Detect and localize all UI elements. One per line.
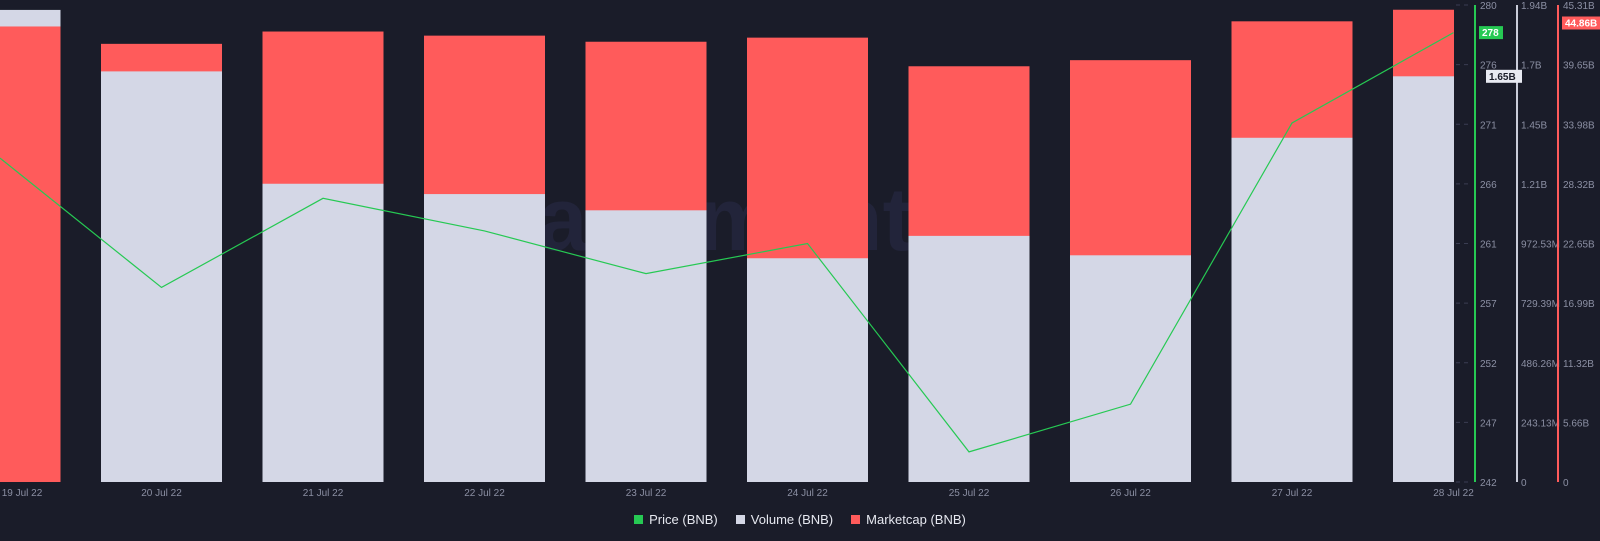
x-tick-label: 27 Jul 22 bbox=[1272, 488, 1313, 499]
volume-bar bbox=[424, 194, 545, 482]
volume-tick-label: 486.26M bbox=[1521, 359, 1560, 370]
volume-bar bbox=[585, 210, 707, 482]
volume-bar bbox=[101, 71, 222, 482]
marketcap-tick-label: 28.32B bbox=[1563, 180, 1595, 191]
volume-current-value: 1.65B bbox=[1489, 72, 1516, 83]
legend-price[interactable]: Price (BNB) bbox=[634, 512, 718, 527]
plot-area: santiment bbox=[0, 9, 1454, 482]
legend-marketcap-label: Marketcap (BNB) bbox=[866, 512, 966, 527]
price-tick-label: 242 bbox=[1480, 478, 1497, 489]
marketcap-tick-label: 33.98B bbox=[1563, 120, 1595, 131]
marketcap-swatch bbox=[851, 515, 861, 524]
volume-bar bbox=[1070, 255, 1191, 482]
volume-tick-label: 729.39M bbox=[1521, 299, 1560, 310]
marketcap-tick-label: 45.31B bbox=[1563, 1, 1595, 12]
volume-tick-label: 1.94B bbox=[1521, 1, 1547, 12]
volume-current-badge bbox=[1486, 69, 1522, 83]
price-tick-label: 257 bbox=[1480, 299, 1497, 310]
price-current-value: 278 bbox=[1482, 28, 1499, 39]
volume-bar bbox=[1393, 76, 1454, 482]
price-tick-label: 266 bbox=[1480, 180, 1497, 191]
volume-tick-label: 0 bbox=[1521, 478, 1527, 489]
price-tick-label: 252 bbox=[1480, 359, 1497, 370]
marketcap-tick-label: 22.65B bbox=[1563, 240, 1595, 251]
legend-volume-label: Volume (BNB) bbox=[750, 512, 834, 527]
x-tick-label: 28 Jul 22 bbox=[1433, 488, 1474, 499]
marketcap-tick-label: 16.99B bbox=[1563, 299, 1595, 310]
x-tick-label: 23 Jul 22 bbox=[626, 488, 667, 499]
legend-volume[interactable]: Volume (BNB) bbox=[735, 512, 834, 527]
x-tick-label: 22 Jul 22 bbox=[464, 488, 505, 499]
volume-tick-label: 243.13M bbox=[1521, 418, 1560, 429]
marketcap-tick-label: 0 bbox=[1563, 478, 1569, 489]
marketcap-bar bbox=[0, 26, 61, 482]
legend: Price (BNB) Volume (BNB) Marketcap (BNB) bbox=[0, 512, 1600, 527]
legend-marketcap[interactable]: Marketcap (BNB) bbox=[851, 512, 966, 527]
price-tick-label: 271 bbox=[1480, 120, 1497, 131]
x-tick-label: 26 Jul 22 bbox=[1110, 488, 1151, 499]
volume-bar bbox=[908, 235, 1030, 482]
marketcap-tick-label: 39.65B bbox=[1563, 61, 1595, 72]
price-current-badge bbox=[1479, 26, 1503, 40]
price-tick-label: 280 bbox=[1480, 1, 1497, 12]
x-tick-label: 20 Jul 22 bbox=[141, 488, 182, 499]
volume-tick-label: 1.45B bbox=[1521, 120, 1547, 131]
volume-tick-label: 972.53M bbox=[1521, 240, 1560, 251]
legend-price-label: Price (BNB) bbox=[649, 512, 718, 527]
marketcap-current-value: 44.86B bbox=[1565, 19, 1597, 30]
volume-tick-label: 1.7B bbox=[1521, 61, 1542, 72]
volume-bar bbox=[1231, 137, 1353, 482]
x-tick-label: 25 Jul 22 bbox=[949, 488, 990, 499]
marketcap-tick-label: 5.66B bbox=[1563, 418, 1589, 429]
price-tick-label: 261 bbox=[1480, 240, 1497, 251]
x-tick-label: 19 Jul 22 bbox=[2, 488, 43, 499]
price-tick-label: 247 bbox=[1480, 418, 1497, 429]
volume-swatch bbox=[735, 515, 745, 524]
price-line bbox=[0, 32, 1454, 453]
price-tick-label: 276 bbox=[1480, 61, 1497, 72]
volume-tick-label: 1.21B bbox=[1521, 180, 1547, 191]
volume-bar bbox=[747, 258, 868, 482]
x-tick-label: 21 Jul 22 bbox=[303, 488, 344, 499]
marketcap-tick-label: 11.32B bbox=[1563, 359, 1594, 370]
price-swatch bbox=[634, 515, 644, 524]
volume-bar bbox=[262, 183, 384, 482]
x-tick-label: 24 Jul 22 bbox=[787, 488, 828, 499]
marketcap-current-badge bbox=[1562, 16, 1600, 30]
